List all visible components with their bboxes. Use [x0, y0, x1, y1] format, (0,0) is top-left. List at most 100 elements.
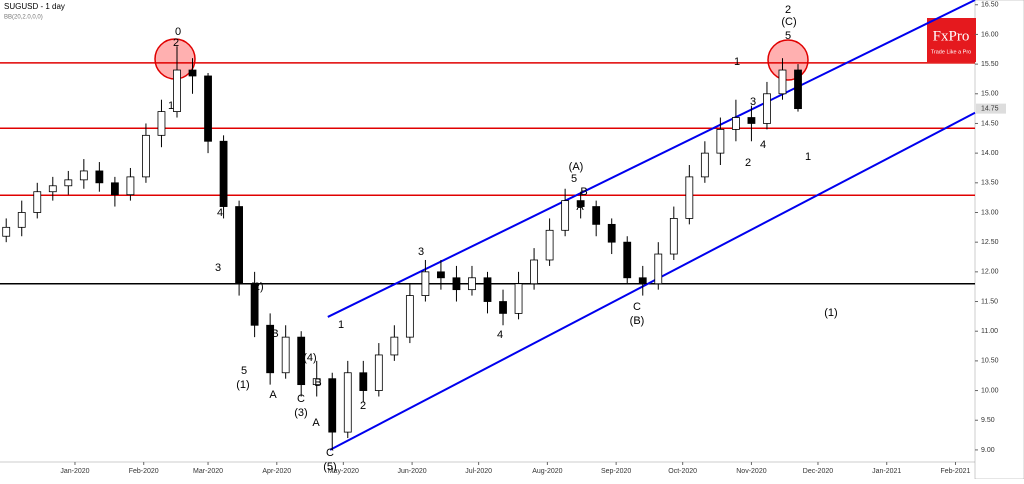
candle-body: [312, 378, 321, 386]
candle-body: [545, 229, 554, 261]
y-tick-label: 9.00: [981, 447, 995, 454]
wave-label: 2: [173, 37, 179, 49]
wave-label: (5): [323, 461, 336, 473]
candle-body: [763, 93, 771, 124]
candle-body: [281, 336, 290, 374]
candle-body: [2, 226, 11, 237]
wave-label: 3: [215, 262, 221, 274]
y-tick-label: 15.00: [981, 91, 999, 98]
candle-body: [654, 253, 663, 285]
wave-label: 2: [360, 400, 366, 412]
x-tick-label: Nov-2020: [736, 468, 766, 475]
candle-body: [48, 185, 57, 193]
wave-label: 1: [168, 100, 174, 112]
y-tick-label: 12.00: [981, 269, 999, 276]
wave-label: A: [269, 389, 277, 401]
x-tick-label: Mar-2020: [193, 468, 223, 475]
x-tick-label: Sep-2020: [601, 468, 631, 475]
candle-body: [110, 182, 119, 196]
wave-label: 2: [745, 157, 751, 169]
x-tick-label: Dec-2020: [803, 468, 833, 475]
candle-body: [235, 206, 243, 285]
logo-box: [927, 18, 976, 62]
candle-body: [64, 179, 73, 187]
wave-label: A: [576, 201, 584, 213]
wave-label: 3: [418, 246, 424, 258]
candle-body: [483, 277, 492, 302]
wave-label: B: [314, 377, 321, 389]
candle-body: [685, 176, 694, 219]
candle-body: [204, 75, 212, 142]
candle-body: [328, 378, 337, 433]
candle-body: [794, 69, 802, 110]
candle-body: [297, 336, 306, 386]
wave-label: 4: [217, 207, 223, 219]
candle-body: [530, 259, 538, 285]
y-tick-label: 15.50: [981, 61, 999, 68]
candle-body: [126, 176, 135, 196]
candle-body: [390, 336, 399, 356]
logo-tagline: Trade Like a Pro: [931, 49, 971, 55]
candle-body: [374, 354, 383, 391]
wave-label: (4): [303, 352, 316, 364]
candle-body: [421, 271, 430, 296]
x-tick-label: Feb-2020: [129, 468, 159, 475]
candle-body: [468, 277, 476, 291]
candle-body: [95, 170, 104, 184]
wave-label: 1: [338, 319, 344, 331]
wave-label: 4: [760, 139, 766, 151]
candle-body: [405, 295, 414, 338]
candle-body: [173, 69, 181, 112]
highlight-circle: [767, 39, 809, 81]
channel-line: [327, 0, 976, 318]
wave-label: 4: [497, 329, 503, 341]
wave-label: 5: [785, 30, 791, 42]
x-tick-label: Jun-2020: [397, 468, 426, 475]
wave-label: 0: [175, 26, 181, 38]
candle-body: [700, 152, 709, 178]
candle-body: [452, 277, 461, 291]
candle-body: [576, 200, 585, 207]
candle-body: [17, 212, 26, 228]
wave-label: A: [312, 417, 320, 429]
y-tick-label: 13.00: [981, 209, 999, 216]
y-tick-label: 9.50: [981, 417, 995, 424]
wave-label: 5: [571, 173, 577, 185]
candle-body: [157, 111, 166, 136]
wave-label: (C): [781, 16, 796, 28]
candle-body: [561, 200, 570, 231]
candle-body: [669, 218, 678, 255]
candle-body: [79, 170, 88, 181]
wave-label: C: [326, 447, 334, 459]
y-tick-label: 13.50: [981, 180, 999, 187]
last-price-tag: [976, 103, 1006, 114]
chart-title: SUGUSD - 1 day: [4, 2, 65, 11]
channel-line: [329, 111, 976, 451]
candle-body: [514, 283, 523, 314]
x-tick-label: Apr-2020: [262, 468, 291, 475]
wave-label: C: [297, 393, 305, 405]
wave-label: 5: [241, 365, 247, 377]
candle-body: [623, 241, 632, 279]
wave-label: 1: [805, 151, 811, 163]
candle-body: [778, 69, 787, 95]
wave-label: 1: [734, 56, 740, 68]
y-tick-label: 14.00: [981, 150, 999, 157]
wave-label: 3: [750, 96, 756, 108]
candle-body: [592, 206, 601, 225]
y-tick-label: 16.00: [981, 31, 999, 38]
candle-body: [359, 372, 368, 391]
y-tick-label: 16.50: [981, 2, 999, 9]
x-tick-label: May-2020: [328, 468, 359, 475]
candle-body: [266, 324, 275, 374]
y-tick-label: 14.50: [981, 120, 999, 127]
chart-subtitle: BB(20,2.0,0,0): [4, 15, 43, 21]
price-axis: [974, 0, 1024, 480]
candle-body: [343, 372, 352, 433]
y-tick-label: 11.00: [981, 328, 998, 335]
wave-label: C: [633, 301, 641, 313]
x-tick-label: Jul-2020: [465, 468, 492, 475]
wave-label: (3): [294, 407, 307, 419]
x-tick-label: Jan-2021: [872, 468, 901, 475]
